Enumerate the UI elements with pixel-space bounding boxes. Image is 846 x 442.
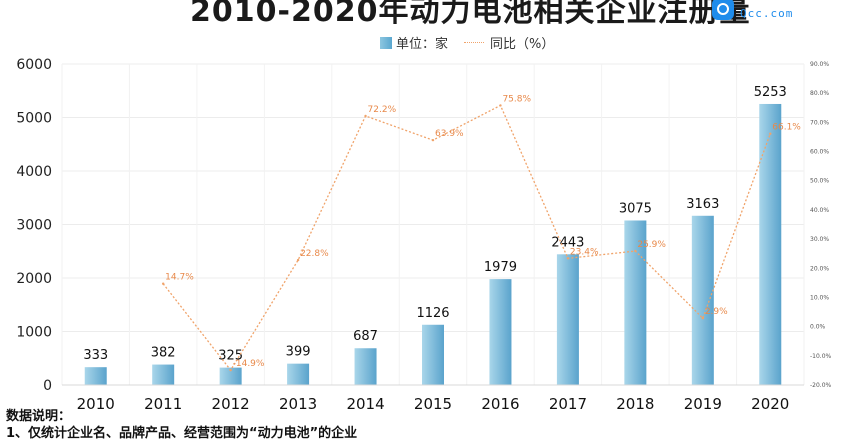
line-point — [701, 316, 705, 320]
y2-tick-label: 0.0% — [810, 324, 826, 331]
line-value-label: 25.9% — [637, 240, 666, 250]
bar-value-label: 382 — [151, 346, 176, 361]
y-tick-label: 2000 — [16, 271, 52, 287]
x-tick-label: 2013 — [279, 395, 317, 413]
bar — [287, 363, 310, 385]
notes-heading: 数据说明： — [6, 409, 72, 424]
x-tick-label: 2018 — [616, 395, 654, 413]
chart-legend: 单位：家 同比（%） — [380, 33, 554, 52]
line-value-label: 23.4% — [570, 247, 599, 257]
y-tick-label: 4000 — [16, 164, 52, 180]
x-tick-label: 2014 — [346, 395, 384, 413]
bar — [219, 367, 242, 385]
y-tick-label: 6000 — [16, 57, 52, 73]
bar — [759, 103, 782, 385]
x-tick-label: 2012 — [212, 395, 250, 413]
line-point — [161, 282, 165, 285]
x-tick-label: 2017 — [549, 395, 587, 413]
y2-tick-label: 90.0% — [810, 61, 829, 68]
notes-line-1: 1、仅统计企业名、品牌产品、经营范围为“动力电池”的企业 — [6, 426, 358, 441]
y2-tick-label: -20.0% — [810, 382, 832, 389]
bar — [489, 279, 512, 385]
line-value-label: 2.9% — [705, 307, 728, 317]
bar-value-label: 3075 — [619, 201, 652, 216]
bar-value-label: 2443 — [551, 235, 584, 250]
line-point — [769, 132, 772, 135]
legend-bar-swatch — [380, 36, 392, 49]
bar — [354, 348, 377, 385]
bar-value-label: 3163 — [686, 197, 719, 212]
line-point — [499, 104, 502, 107]
bar — [624, 220, 647, 385]
x-tick-label: 2019 — [684, 395, 722, 413]
line-value-label: 75.8% — [502, 94, 531, 104]
x-tick-label: 2010 — [77, 395, 115, 413]
legend-bar-label: 单位：家 — [396, 37, 449, 52]
line-value-label: 63.9% — [435, 129, 464, 139]
bar — [556, 254, 579, 385]
line-value-label: 66.1% — [772, 123, 801, 133]
bar-value-label: 687 — [353, 329, 378, 344]
y-tick-label: 3000 — [16, 218, 52, 234]
line-point — [296, 258, 300, 262]
line-value-label: -14.9% — [233, 359, 265, 369]
line-point — [229, 368, 232, 372]
axes: 0 1000 2000 3000 4000 5000 6000 90.0% 80.0% 70.0%… — [16, 57, 831, 413]
logo-text: Qcc.com — [740, 6, 794, 20]
x-tick-label: 2016 — [481, 395, 519, 413]
line-value-label: 14.7% — [165, 273, 194, 283]
y2-tick-label: 40.0% — [810, 207, 829, 214]
bar-value-label: 1126 — [416, 306, 449, 321]
y-tick-label: 5000 — [16, 111, 52, 127]
y2-tick-label: 20.0% — [810, 265, 829, 272]
y2-tick-label: 30.0% — [810, 236, 829, 243]
bar-value-label: 5253 — [754, 85, 787, 100]
y2-tick-label: 80.0% — [810, 90, 829, 97]
y2-tick-label: -10.0% — [810, 353, 832, 360]
y-tick-label: 0 — [43, 378, 52, 394]
bar — [422, 324, 444, 385]
qichacha-logo-icon — [712, 0, 734, 20]
bar-value-label: 1979 — [484, 260, 517, 275]
y2-tick-label: 70.0% — [810, 119, 829, 126]
brand-logo: Qcc.com — [712, 0, 793, 20]
x-tick-label: 2015 — [414, 395, 452, 413]
bar-value-label: 399 — [286, 345, 311, 360]
bar — [84, 367, 107, 385]
y2-tick-label: 60.0% — [810, 149, 829, 156]
bar-value-label: 333 — [83, 348, 108, 363]
line-point — [566, 257, 570, 260]
chart-title: 2010-2020年动力电池相关企业注册量 — [190, 0, 751, 29]
line-series: 14.7% -14.9% 22.8% 72.2% 63.9% 75.8% 23.4% 25.9… — [161, 94, 801, 372]
x-tick-label: 2020 — [751, 395, 789, 413]
data-notes: 数据说明： 1、仅统计企业名、品牌产品、经营范围为“动力电池”的企业 — [6, 408, 357, 442]
bar — [152, 364, 175, 385]
y2-tick-label: 50.0% — [810, 178, 829, 185]
line-value-label: 22.8% — [300, 249, 329, 259]
bar — [691, 215, 714, 385]
line-point — [431, 138, 435, 142]
legend-line-label: 同比（%） — [490, 37, 555, 52]
line-value-label: 72.2% — [368, 105, 397, 115]
x-tick-label: 2011 — [144, 395, 182, 413]
line-point — [364, 114, 367, 118]
line-point — [634, 249, 637, 253]
y2-tick-label: 10.0% — [810, 294, 829, 301]
y-tick-label: 1000 — [16, 325, 52, 341]
legend-line-swatch — [464, 42, 485, 43]
